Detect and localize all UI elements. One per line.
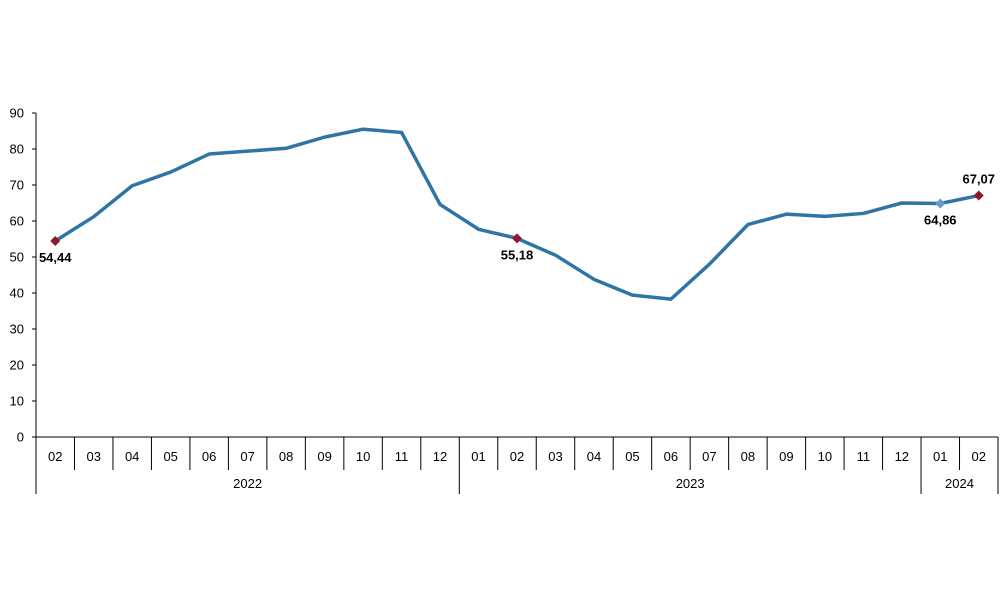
x-tick-label: 11 bbox=[395, 449, 409, 464]
x-tick-label: 02 bbox=[510, 449, 524, 464]
x-year-label: 2023 bbox=[676, 476, 705, 491]
x-tick-label: 08 bbox=[741, 449, 755, 464]
data-label: 55,18 bbox=[501, 247, 534, 262]
x-year-label: 2022 bbox=[233, 476, 262, 491]
series-group bbox=[53, 127, 981, 301]
x-tick-label: 04 bbox=[587, 449, 601, 464]
x-tick-label: 06 bbox=[664, 449, 678, 464]
y-tick-label: 50 bbox=[10, 250, 24, 265]
data-point-marker bbox=[935, 198, 946, 209]
x-tick-label: 12 bbox=[433, 449, 447, 464]
y-tick-label: 70 bbox=[10, 178, 24, 193]
x-tick-label: 01 bbox=[471, 449, 485, 464]
data-label: 54,44 bbox=[39, 250, 72, 265]
x-tick-label: 07 bbox=[240, 449, 254, 464]
x-tick-label: 04 bbox=[125, 449, 139, 464]
x-tick-label: 05 bbox=[625, 449, 639, 464]
x-tick-label: 08 bbox=[279, 449, 293, 464]
x-tick-label: 06 bbox=[202, 449, 216, 464]
data-label: 67,07 bbox=[962, 172, 995, 187]
data-point-marker bbox=[973, 190, 984, 201]
x-axis: 02 03 04 05 06 07 08 09 10 11 12 01 02 03 04 05 06 07 08 09… bbox=[35, 436, 999, 494]
x-tick-label: 10 bbox=[818, 449, 832, 464]
y-axis: 0 10 20 30 40 50 60 70 80 90 bbox=[10, 106, 37, 445]
x-tick-label: 10 bbox=[356, 449, 370, 464]
x-tick-label: 02 bbox=[972, 449, 986, 464]
data-point-marker bbox=[512, 233, 522, 244]
x-tick-label: 12 bbox=[895, 449, 909, 464]
x-tick-label: 03 bbox=[86, 449, 100, 464]
y-tick-label: 90 bbox=[10, 106, 24, 121]
y-tick-label: 30 bbox=[10, 322, 24, 337]
y-tick-label: 10 bbox=[10, 394, 24, 409]
x-tick-label: 11 bbox=[857, 449, 871, 464]
y-tick-label: 0 bbox=[17, 430, 24, 445]
data-labels: 54,44 55,18 64,86 67,07 bbox=[39, 172, 995, 265]
data-point-marker bbox=[50, 236, 61, 247]
x-tick-label: 09 bbox=[317, 449, 331, 464]
x-tick-label: 09 bbox=[779, 449, 793, 464]
y-tick-label: 60 bbox=[10, 214, 24, 229]
series-line bbox=[53, 127, 981, 301]
x-tick-label: 03 bbox=[548, 449, 562, 464]
y-tick-label: 80 bbox=[10, 142, 24, 157]
x-tick-label: 05 bbox=[163, 449, 177, 464]
y-tick-label: 20 bbox=[10, 358, 24, 373]
data-label: 64,86 bbox=[924, 213, 957, 228]
x-tick-label: 02 bbox=[48, 449, 62, 464]
x-tick-label: 01 bbox=[933, 449, 947, 464]
x-tick-label: 07 bbox=[702, 449, 716, 464]
y-tick-label: 40 bbox=[10, 286, 24, 301]
x-year-label: 2024 bbox=[945, 476, 974, 491]
